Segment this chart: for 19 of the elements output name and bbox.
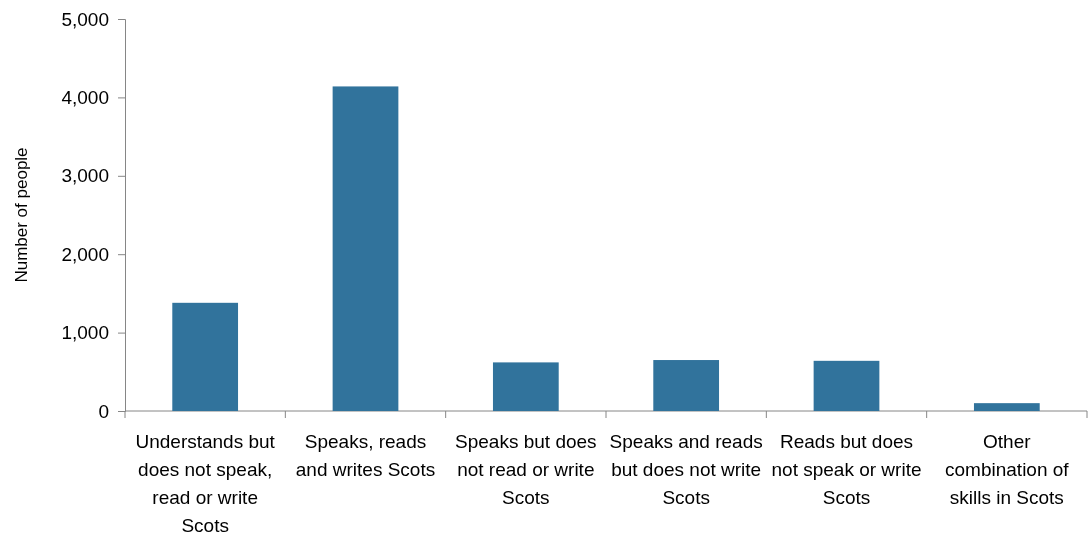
y-tick-label: 2,000 xyxy=(61,243,109,265)
y-tick-label: 3,000 xyxy=(61,165,109,187)
x-tick-label: Speaks but does not read or write Scots xyxy=(455,431,597,508)
x-tick-label: Reads but does not speak or write Scots xyxy=(771,431,922,508)
x-tick-label: Other combination of skills in Scots xyxy=(945,431,1070,508)
bar xyxy=(653,360,720,411)
x-tick-label: Speaks, reads and writes Scots xyxy=(295,431,436,480)
bar xyxy=(332,86,399,411)
x-tick-label: Speaks and reads but does not write Scots xyxy=(609,431,763,508)
bar xyxy=(172,302,239,411)
y-tick-label: 1,000 xyxy=(61,322,109,344)
y-tick-label: 0 xyxy=(98,400,109,422)
x-tick-label: Understands but does not speak, read or write Scots xyxy=(135,431,276,536)
y-tick-label: 5,000 xyxy=(61,8,109,30)
y-axis-title: Number of people xyxy=(12,147,31,283)
bar xyxy=(813,360,880,411)
bar xyxy=(492,362,559,411)
y-tick-label: 4,000 xyxy=(61,86,109,108)
bar xyxy=(973,403,1040,411)
